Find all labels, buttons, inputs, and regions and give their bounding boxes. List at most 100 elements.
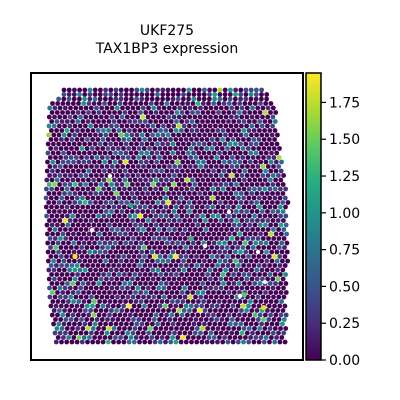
expression-spot <box>133 240 139 246</box>
expression-spot <box>68 173 73 178</box>
expression-spot <box>50 101 55 106</box>
expression-spot <box>88 182 94 187</box>
expression-spot <box>74 339 80 345</box>
expression-spot <box>188 245 194 250</box>
expression-spot <box>240 245 246 250</box>
expression-spot <box>88 218 94 223</box>
expression-spot <box>105 137 111 142</box>
expression-spot <box>208 227 214 232</box>
expression-spot <box>87 87 93 93</box>
expression-spot <box>81 168 86 174</box>
expression-spot <box>142 137 148 142</box>
expression-spot <box>226 213 232 219</box>
expression-spot <box>220 339 226 345</box>
expression-spot <box>177 155 183 160</box>
expression-spot <box>255 105 261 111</box>
expression-spot <box>61 200 67 205</box>
expression-spot <box>96 110 102 115</box>
expression-spot <box>149 159 154 165</box>
expression-spot <box>197 267 203 273</box>
expression-spot <box>219 146 225 151</box>
expression-spot <box>68 227 73 232</box>
expression-spot <box>118 240 123 246</box>
colorbar-tick-label: 1.75 <box>329 95 360 111</box>
expression-spot <box>155 191 161 196</box>
expression-spot <box>170 92 176 97</box>
expression-spot <box>114 209 120 214</box>
expression-spot <box>212 200 218 205</box>
expression-spot <box>210 110 216 115</box>
expression-spot <box>254 132 259 138</box>
expression-spot <box>96 272 101 277</box>
expression-spot <box>236 204 242 210</box>
expression-spot <box>53 339 59 345</box>
expression-spot <box>248 150 254 156</box>
expression-spot <box>127 213 133 219</box>
expression-spot <box>125 105 131 111</box>
expression-spot <box>135 123 140 129</box>
expression-spot <box>229 317 235 322</box>
expression-spot <box>74 263 80 268</box>
expression-spot <box>151 173 157 178</box>
expression-spot <box>237 101 243 106</box>
expression-spot <box>178 146 184 151</box>
expression-spot <box>270 218 276 223</box>
expression-spot <box>199 204 205 210</box>
expression-spot <box>137 195 143 201</box>
expression-spot <box>164 110 169 115</box>
expression-spot <box>210 281 216 286</box>
expression-spot <box>272 186 278 192</box>
expression-spot <box>237 222 242 228</box>
expression-spot <box>276 294 282 300</box>
expression-spot <box>229 236 235 241</box>
expression-spot <box>270 267 275 273</box>
expression-spot <box>119 308 125 313</box>
expression-spot <box>161 285 167 291</box>
expression-spot <box>205 128 210 133</box>
expression-spot <box>179 119 185 124</box>
expression-spot <box>241 128 247 133</box>
expression-spot <box>174 312 180 318</box>
expression-spot <box>102 150 108 156</box>
expression-spot <box>81 290 86 295</box>
expression-spot <box>168 119 174 124</box>
expression-spot <box>141 330 146 336</box>
expression-spot <box>237 150 243 156</box>
expression-spot <box>218 209 224 214</box>
expression-spot <box>197 308 203 313</box>
expression-spot <box>168 339 174 345</box>
expression-spot <box>268 240 274 246</box>
expression-spot <box>195 281 200 286</box>
expression-spot <box>97 240 103 246</box>
expression-spot <box>141 317 147 322</box>
expression-spot <box>148 290 154 295</box>
expression-spot <box>206 249 212 255</box>
expression-spot <box>76 240 82 246</box>
expression-spot <box>156 114 161 120</box>
expression-spot <box>94 164 100 169</box>
expression-spot <box>233 191 239 196</box>
expression-spot <box>178 195 184 201</box>
expression-spot <box>265 227 271 232</box>
expression-spot <box>153 119 159 124</box>
expression-spot <box>200 119 205 124</box>
colorbar-tick-label: 0.25 <box>329 316 360 332</box>
expression-spot <box>163 204 169 210</box>
expression-spot <box>207 258 213 264</box>
expression-spot <box>163 326 169 331</box>
expression-spot <box>102 101 107 106</box>
expression-spot <box>249 285 255 291</box>
expression-spot <box>278 222 284 228</box>
expression-spot <box>104 218 109 223</box>
expression-spot <box>260 173 266 178</box>
expression-spot <box>123 159 128 165</box>
expression-spot <box>210 326 216 331</box>
expression-spot <box>268 231 274 237</box>
expression-spot <box>244 308 250 313</box>
expression-spot <box>122 281 128 286</box>
expression-spot <box>100 146 106 151</box>
expression-spot <box>107 159 113 165</box>
expression-spot <box>255 218 260 223</box>
expression-spot <box>250 245 256 250</box>
expression-spot <box>166 267 171 273</box>
